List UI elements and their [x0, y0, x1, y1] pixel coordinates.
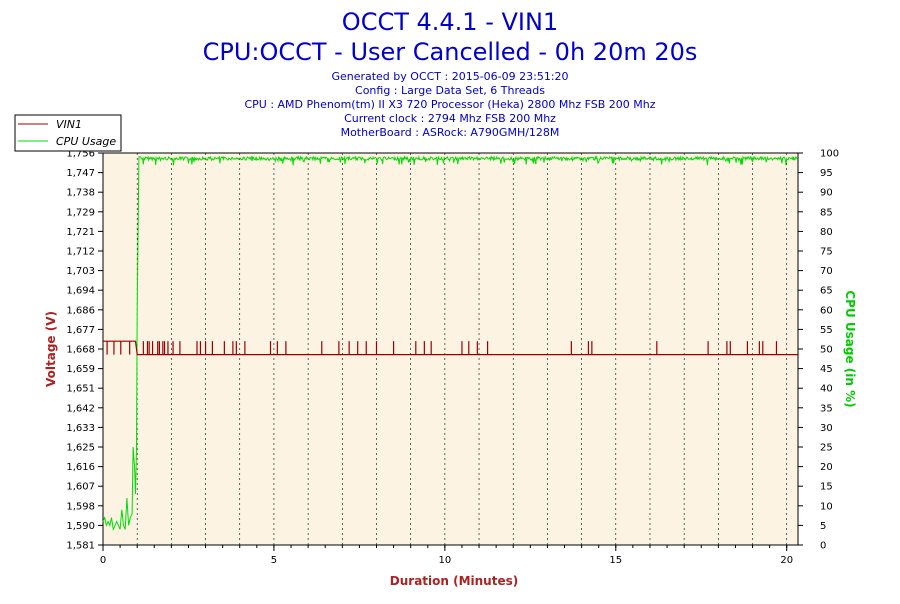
y-left-tick-label: 1,712 — [66, 247, 95, 258]
y-left-tick-label: 1,659 — [66, 364, 95, 375]
y-right-tick-label: 30 — [820, 423, 833, 434]
y-right-tick-label: 90 — [820, 188, 833, 199]
y-right-tick-label: 70 — [820, 266, 833, 277]
series-layer — [102, 155, 799, 532]
y-right-tick-label: 5 — [820, 521, 826, 532]
info-line-generated: Generated by OCCT : 2015-06-09 23:51:20 — [331, 70, 568, 83]
legend: VIN1 CPU Usage — [14, 114, 122, 152]
plot-area — [102, 152, 799, 546]
y-left-tick-label: 1,686 — [66, 305, 95, 316]
y-right-tick-label: 20 — [820, 462, 833, 473]
info-line-clock: Current clock : 2794 Mhz FSB 200 Mhz — [344, 112, 556, 125]
chart-title: OCCT 4.4.1 - VIN1 — [342, 8, 558, 36]
info-line-cpu: CPU : AMD Phenom(tm) II X3 720 Processor… — [244, 98, 655, 111]
y-left-tick-label: 1,598 — [66, 501, 95, 512]
x-tick-label: 5 — [271, 555, 277, 566]
y-right-tick-label: 55 — [820, 325, 833, 336]
info-line-config: Config : Large Data Set, 6 Threads — [355, 84, 545, 97]
info-line-motherboard: MotherBoard : ASRock: A790GMH/128M — [341, 126, 560, 139]
y-left-tick-label: 1,633 — [66, 423, 95, 434]
y-left-tick-label: 1,721 — [66, 227, 95, 238]
cpu-usage-line — [102, 155, 799, 532]
y-right-tick-label: 85 — [820, 207, 833, 218]
y-right-tick-label: 50 — [820, 345, 833, 356]
y-right-tick-label: 65 — [820, 286, 833, 297]
y-left-tick-label: 1,581 — [66, 541, 95, 552]
y-left-tick-label: 1,738 — [66, 188, 95, 199]
y-right-tick-label: 25 — [820, 443, 833, 454]
y-right-tick-label: 80 — [820, 227, 833, 238]
y-right-tick-label: 45 — [820, 364, 833, 375]
y-left-tick-label: 1,607 — [66, 482, 95, 493]
x-tick-label: 0 — [100, 555, 106, 566]
legend-box — [14, 114, 122, 152]
axis-layer: 0 5 10 15 20 1,756 1,747 1,738 1,729 1,721 1,712 1,… — [66, 149, 839, 567]
y-left-tick-label: 1,729 — [66, 207, 95, 218]
chart-subtitle: CPU:OCCT - User Cancelled - 0h 20m 20s — [203, 38, 698, 66]
y-axis-right-label: CPU Usage (in %) — [843, 290, 857, 407]
y-right-tick-label: 95 — [820, 168, 833, 179]
y-right-tick-label: 15 — [820, 482, 833, 493]
y-left-tick-label: 1,651 — [66, 384, 95, 395]
y-left-tick-label: 1,694 — [66, 286, 95, 297]
y-left-tick-label: 1,677 — [66, 325, 95, 336]
y-right-tick-label: 10 — [820, 501, 833, 512]
y-axis-left-label: Voltage (V) — [44, 311, 58, 387]
x-axis-label: Duration (Minutes) — [390, 574, 518, 588]
x-tick-label: 10 — [438, 555, 451, 566]
y-left-tick-label: 1,668 — [66, 345, 95, 356]
x-tick-label: 20 — [780, 555, 793, 566]
y-left-tick-label: 1,590 — [66, 521, 95, 532]
y-left-tick-label: 1,747 — [66, 168, 95, 179]
x-tick-label: 15 — [609, 555, 622, 566]
y-left-tick-label: 1,616 — [66, 462, 95, 473]
vin1-line — [103, 340, 798, 356]
y-right-tick-label: 0 — [820, 541, 826, 552]
legend-vin1-label: VIN1 — [56, 118, 82, 131]
grid-layer — [136, 153, 788, 545]
y-right-tick-label: 60 — [820, 305, 833, 316]
legend-cpu-label: CPU Usage — [56, 135, 116, 148]
y-right-tick-label: 40 — [820, 384, 833, 395]
y-left-tick-label: 1,625 — [66, 443, 95, 454]
y-left-tick-label: 1,642 — [66, 403, 95, 414]
y-right-tick-label: 35 — [820, 403, 833, 414]
y-right-tick-label: 75 — [820, 247, 833, 258]
y-left-tick-label: 1,703 — [66, 266, 95, 277]
y-left-tick-label: 1,756 — [66, 149, 95, 160]
y-right-tick-label: 100 — [820, 149, 839, 160]
